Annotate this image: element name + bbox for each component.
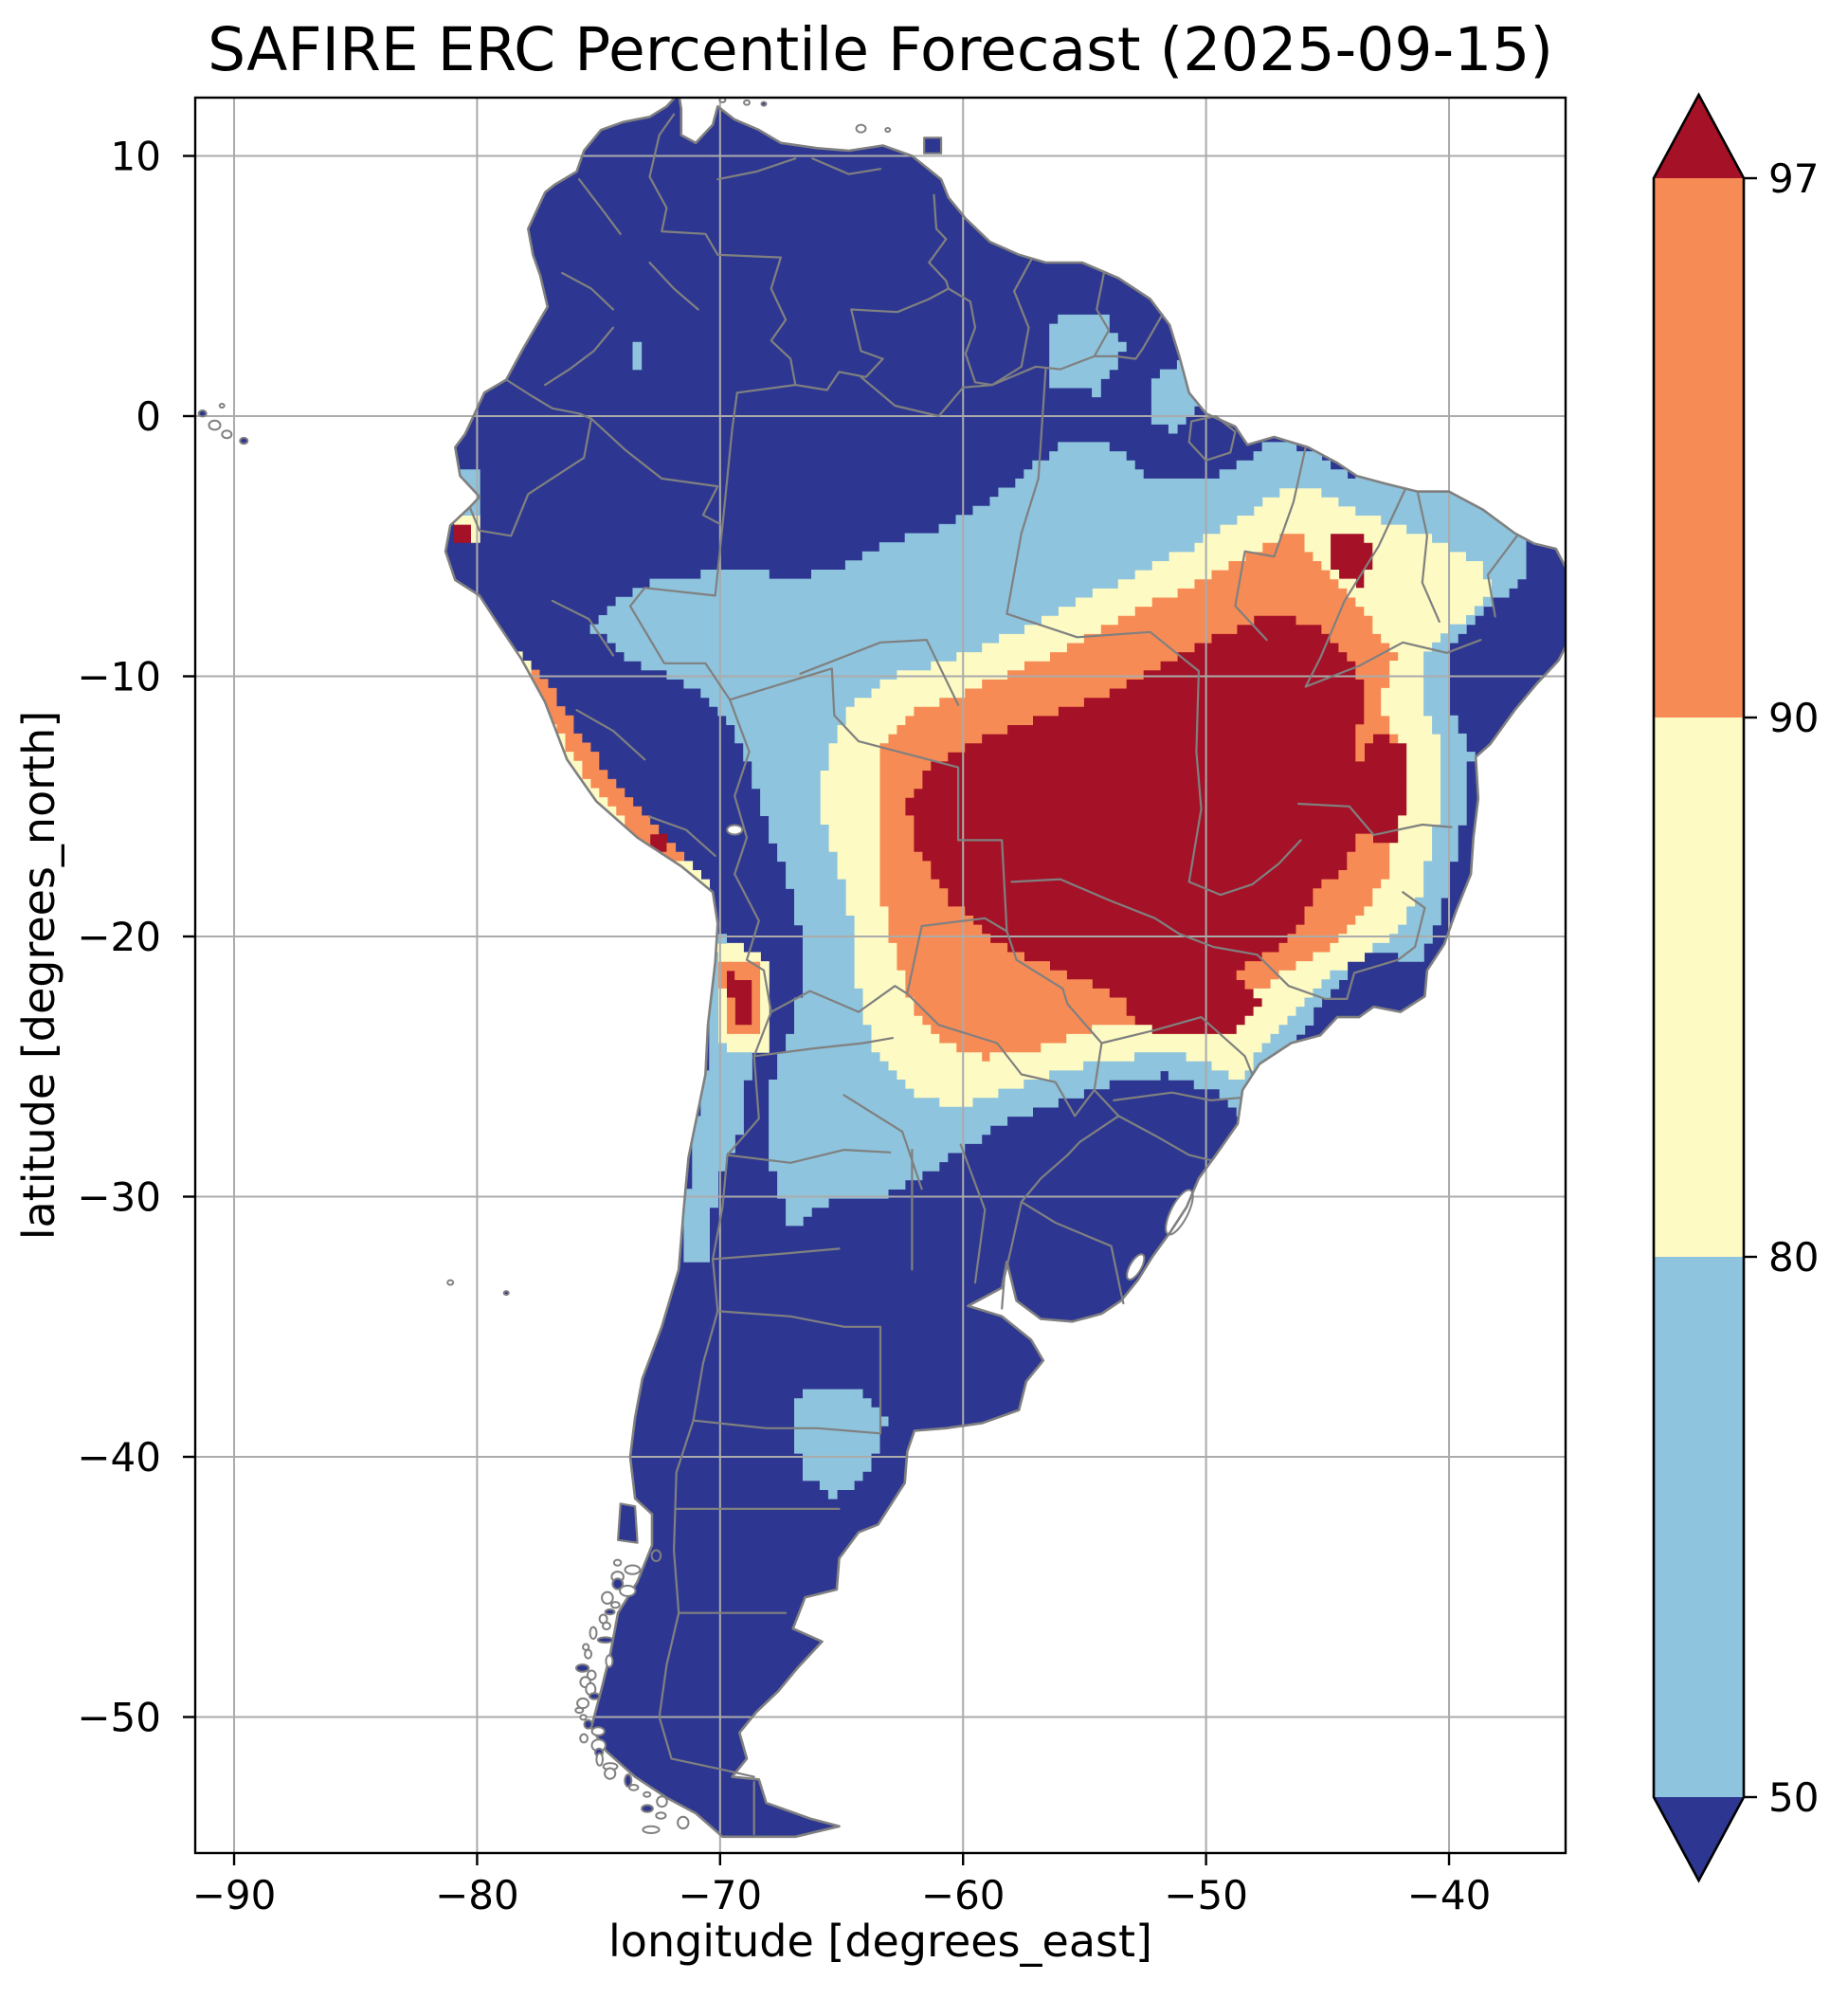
x-tick-label: −90 <box>192 1872 277 1918</box>
colorbar-tick-label: 80 <box>1768 1234 1819 1281</box>
plot-title: SAFIRE ERC Percentile Forecast (2025-09-… <box>208 15 1553 84</box>
y-tick-label: 10 <box>111 134 161 180</box>
y-tick-label: −40 <box>77 1434 161 1481</box>
x-axis-label: longitude [degrees_east] <box>608 1916 1152 1967</box>
admin-boundaries <box>444 98 1566 1839</box>
axis-ticks: −90 −80 −70 −60 −50 −40 10 0 −10 −20 −30 −40 −50 <box>77 134 1491 1919</box>
map-area <box>195 98 1566 1853</box>
x-tick-label: −40 <box>1407 1872 1492 1918</box>
y-tick-label: −20 <box>77 914 161 960</box>
y-tick-label: −50 <box>77 1695 161 1741</box>
y-tick-label: −30 <box>77 1174 161 1221</box>
x-tick-label: −80 <box>435 1872 519 1918</box>
gridlines <box>195 98 1566 1853</box>
small-islands <box>197 98 892 1835</box>
colorbar-tick-label: 97 <box>1768 155 1819 202</box>
y-axis-label: latitude [degrees_north] <box>13 711 64 1241</box>
colorbar-tick-label: 50 <box>1768 1774 1819 1821</box>
plot-frame <box>193 96 1567 1855</box>
y-tick-label: 0 <box>136 393 161 440</box>
colorbar-tick-label: 90 <box>1768 695 1819 741</box>
x-tick-label: −70 <box>679 1872 763 1918</box>
x-tick-label: −50 <box>1164 1872 1248 1918</box>
colorbar: 97 90 80 50 <box>1652 92 1819 1883</box>
y-tick-label: −10 <box>77 654 161 700</box>
x-tick-label: −60 <box>921 1872 1006 1918</box>
